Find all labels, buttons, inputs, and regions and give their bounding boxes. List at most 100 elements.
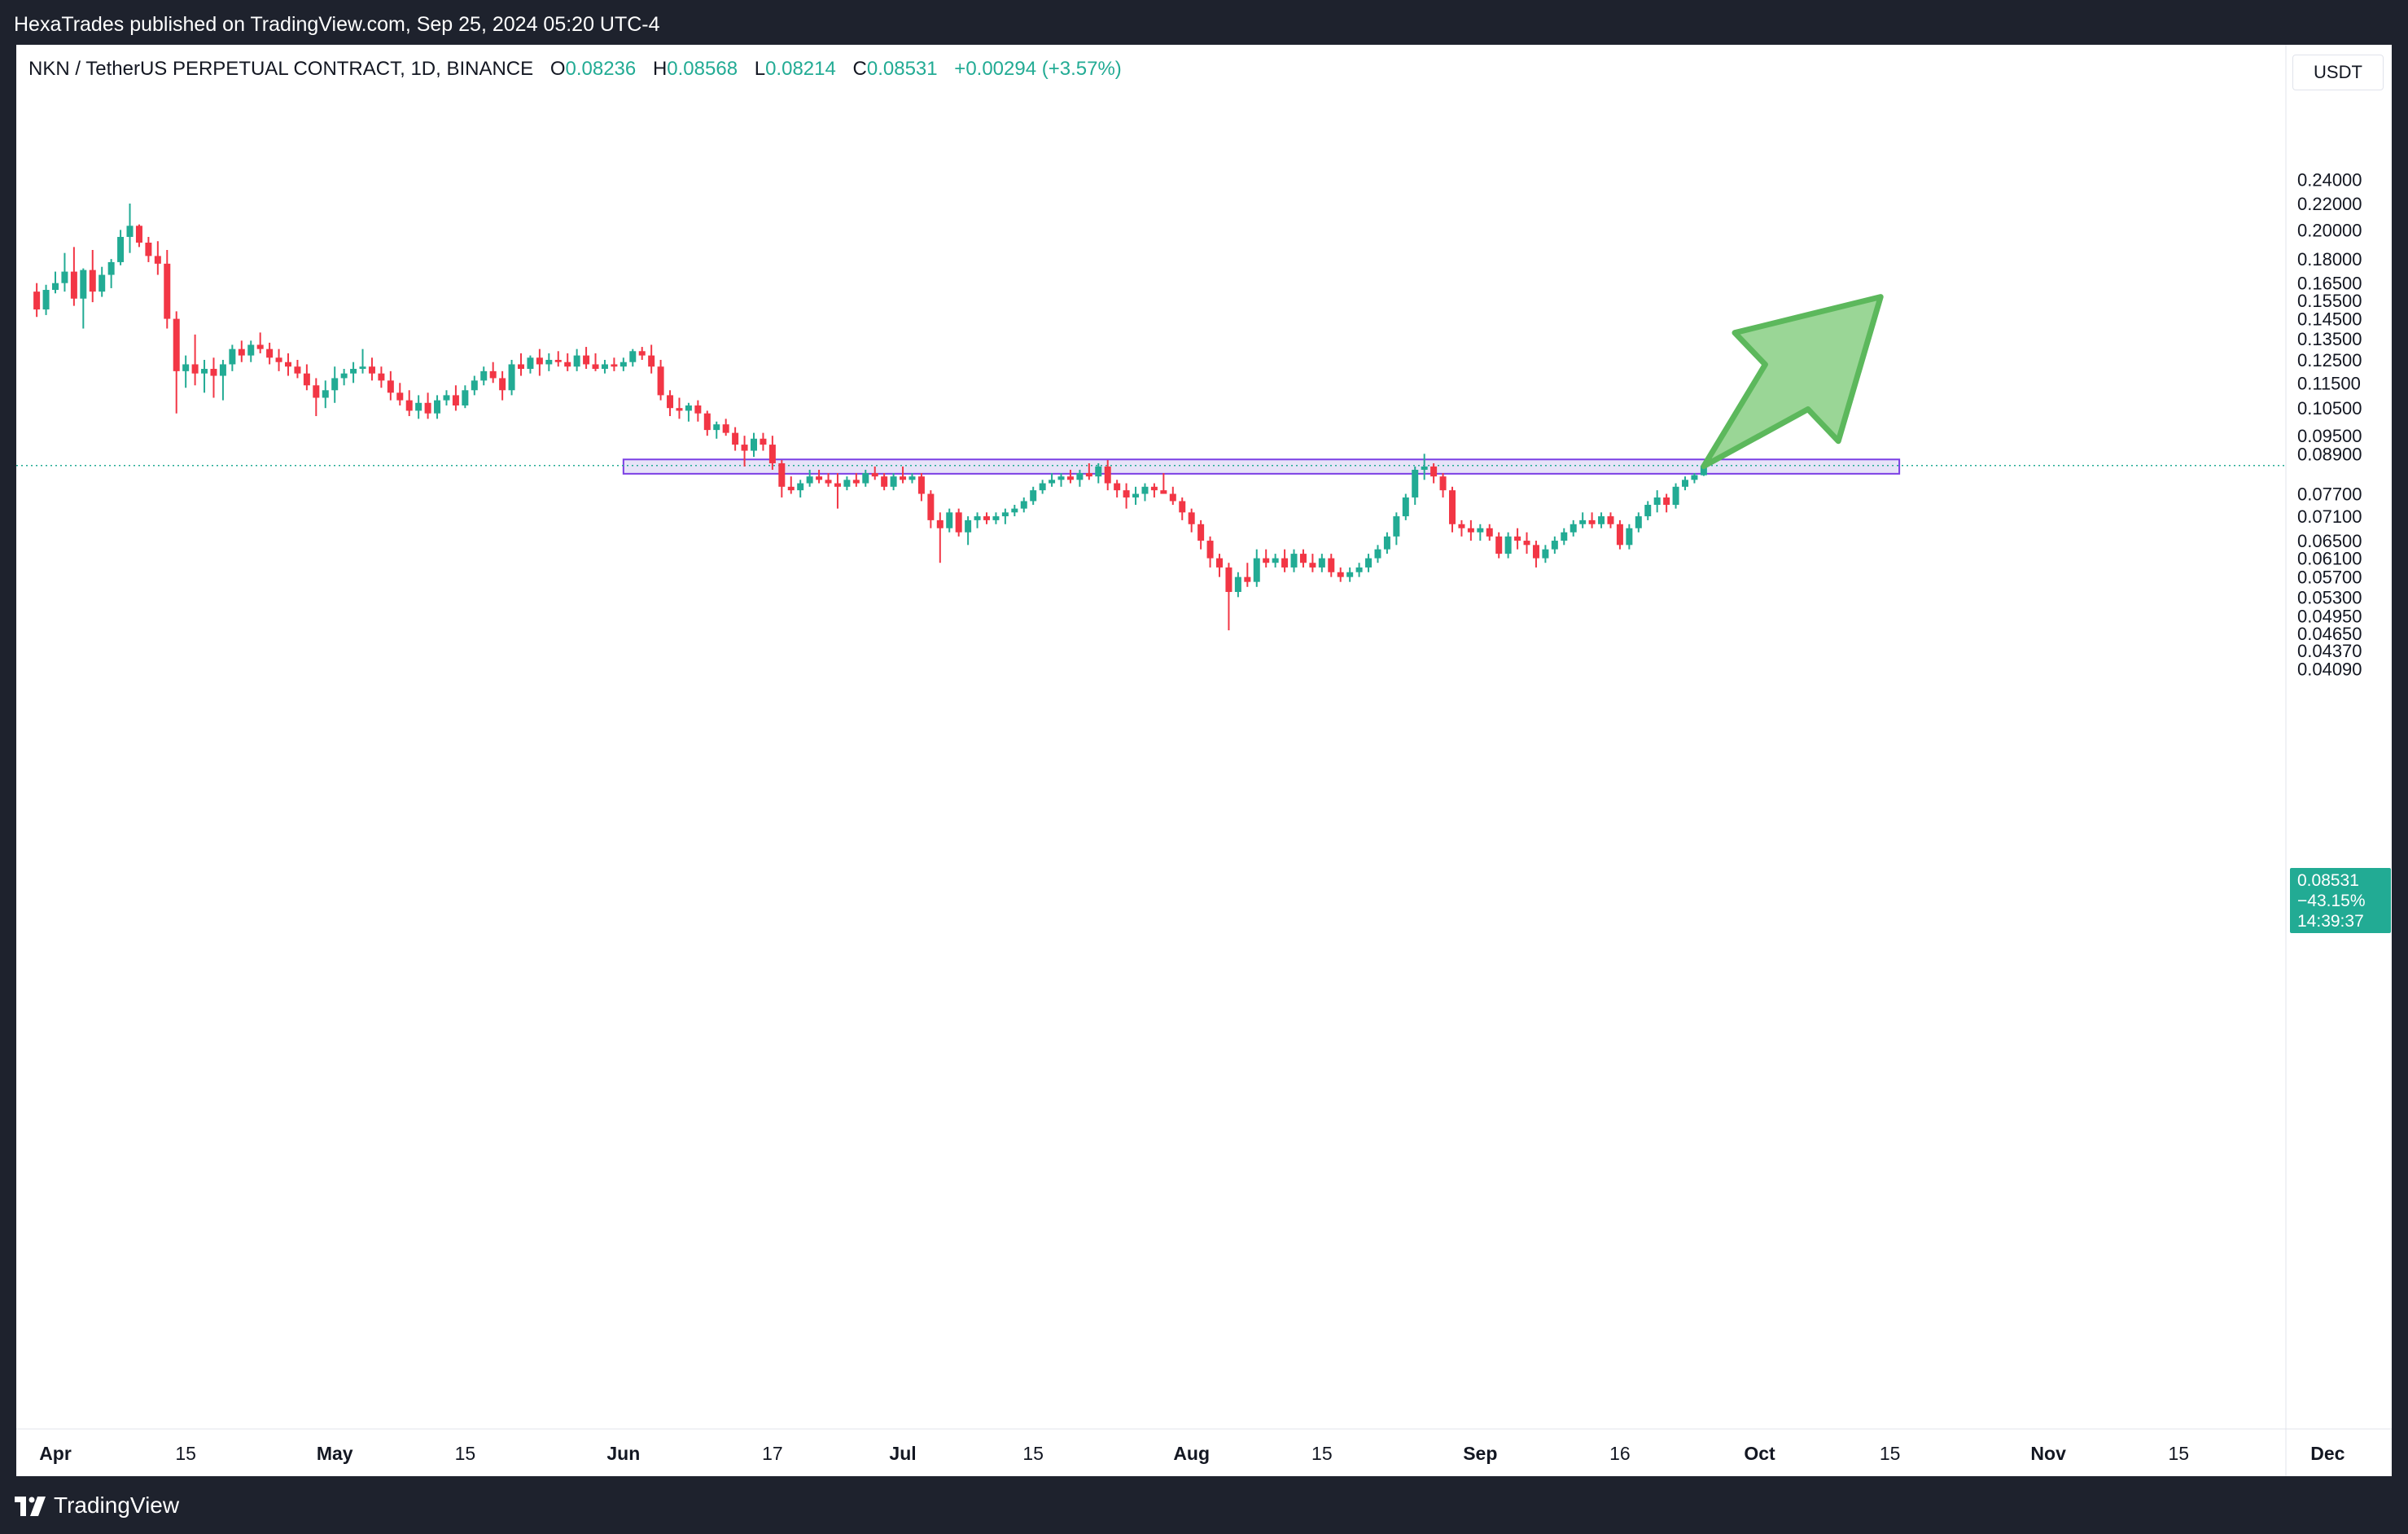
candle[interactable]: [471, 375, 478, 396]
candle[interactable]: [1123, 483, 1130, 509]
candle[interactable]: [1216, 554, 1223, 577]
candle[interactable]: [1374, 545, 1381, 563]
candle[interactable]: [936, 512, 943, 563]
candle[interactable]: [1244, 563, 1251, 587]
candle[interactable]: [1430, 462, 1438, 484]
candle[interactable]: [1234, 572, 1241, 598]
candle[interactable]: [778, 460, 786, 497]
candle[interactable]: [1551, 536, 1558, 554]
candle[interactable]: [834, 473, 841, 509]
candle[interactable]: [881, 473, 888, 491]
candle[interactable]: [1197, 519, 1205, 550]
candle[interactable]: [890, 473, 897, 491]
candle[interactable]: [518, 353, 524, 376]
candle[interactable]: [825, 473, 832, 487]
candle[interactable]: [275, 348, 282, 371]
candle[interactable]: [629, 348, 637, 367]
symbol-title[interactable]: NKN / TetherUS PERPETUAL CONTRACT, 1D, B…: [28, 58, 534, 80]
candle[interactable]: [1057, 473, 1065, 487]
candle[interactable]: [713, 421, 720, 439]
currency-button[interactable]: USDT: [2292, 55, 2384, 90]
candle[interactable]: [1085, 462, 1092, 480]
candle[interactable]: [1421, 454, 1428, 480]
candle[interactable]: [1682, 476, 1688, 491]
candle[interactable]: [415, 395, 422, 419]
candle[interactable]: [760, 432, 767, 451]
candle[interactable]: [871, 466, 878, 480]
candle[interactable]: [1049, 473, 1056, 487]
candle[interactable]: [1281, 549, 1289, 572]
candle[interactable]: [751, 432, 757, 458]
candle[interactable]: [927, 490, 935, 528]
candle[interactable]: [1225, 563, 1232, 631]
candle[interactable]: [1653, 490, 1661, 513]
candle[interactable]: [1477, 524, 1484, 541]
candle[interactable]: [983, 512, 990, 524]
candle[interactable]: [508, 359, 515, 396]
candle[interactable]: [70, 247, 77, 306]
candle[interactable]: [462, 385, 469, 409]
candle[interactable]: [61, 252, 68, 292]
candle[interactable]: [182, 355, 190, 388]
candle[interactable]: [443, 390, 450, 405]
candle[interactable]: [917, 473, 925, 502]
candle[interactable]: [238, 340, 245, 362]
candle[interactable]: [946, 508, 953, 533]
candle[interactable]: [1337, 567, 1344, 582]
candle[interactable]: [1504, 532, 1512, 559]
tradingview-logo-icon[interactable]: [15, 1497, 49, 1516]
candle[interactable]: [1561, 528, 1568, 546]
candle[interactable]: [611, 357, 618, 371]
candle[interactable]: [1449, 486, 1456, 533]
candle[interactable]: [722, 419, 729, 436]
candle[interactable]: [1523, 532, 1530, 554]
candle[interactable]: [545, 353, 553, 371]
candle[interactable]: [965, 516, 972, 546]
candle[interactable]: [1104, 460, 1111, 491]
candle[interactable]: [1495, 532, 1503, 559]
candle[interactable]: [126, 203, 134, 253]
candle[interactable]: [601, 359, 608, 374]
candle[interactable]: [210, 357, 217, 398]
candle[interactable]: [322, 380, 329, 409]
candle[interactable]: [219, 359, 226, 401]
candle[interactable]: [285, 353, 291, 376]
candle[interactable]: [1206, 536, 1214, 568]
candle[interactable]: [694, 400, 702, 422]
candle[interactable]: [741, 436, 748, 467]
candle[interactable]: [797, 480, 804, 497]
candle[interactable]: [676, 397, 683, 419]
candle[interactable]: [667, 390, 674, 417]
candle[interactable]: [340, 369, 348, 386]
candle[interactable]: [1402, 493, 1409, 520]
projection-arrow[interactable]: [1701, 294, 1884, 470]
candle[interactable]: [1607, 512, 1614, 528]
candle[interactable]: [1532, 541, 1539, 568]
candle[interactable]: [1160, 473, 1167, 494]
candle[interactable]: [499, 370, 506, 401]
candle[interactable]: [1672, 483, 1679, 509]
candle[interactable]: [1691, 473, 1698, 484]
candle[interactable]: [1635, 512, 1642, 533]
candle[interactable]: [648, 344, 655, 374]
candle[interactable]: [657, 359, 664, 401]
candle[interactable]: [1290, 549, 1298, 572]
candle[interactable]: [536, 348, 543, 376]
candle[interactable]: [1439, 473, 1447, 497]
candle[interactable]: [554, 351, 562, 367]
candle[interactable]: [638, 347, 646, 360]
candle[interactable]: [1626, 524, 1633, 550]
candle[interactable]: [1365, 554, 1373, 572]
candle[interactable]: [1030, 486, 1037, 506]
candle[interactable]: [1020, 497, 1027, 513]
candle[interactable]: [1412, 466, 1419, 506]
candle[interactable]: [843, 476, 851, 491]
candle[interactable]: [1458, 519, 1465, 537]
candle[interactable]: [620, 357, 627, 371]
candle[interactable]: [266, 342, 274, 365]
candle[interactable]: [164, 250, 171, 329]
candle[interactable]: [1253, 549, 1260, 587]
candle[interactable]: [1095, 462, 1102, 484]
candle[interactable]: [1663, 493, 1670, 513]
candle[interactable]: [313, 378, 320, 417]
